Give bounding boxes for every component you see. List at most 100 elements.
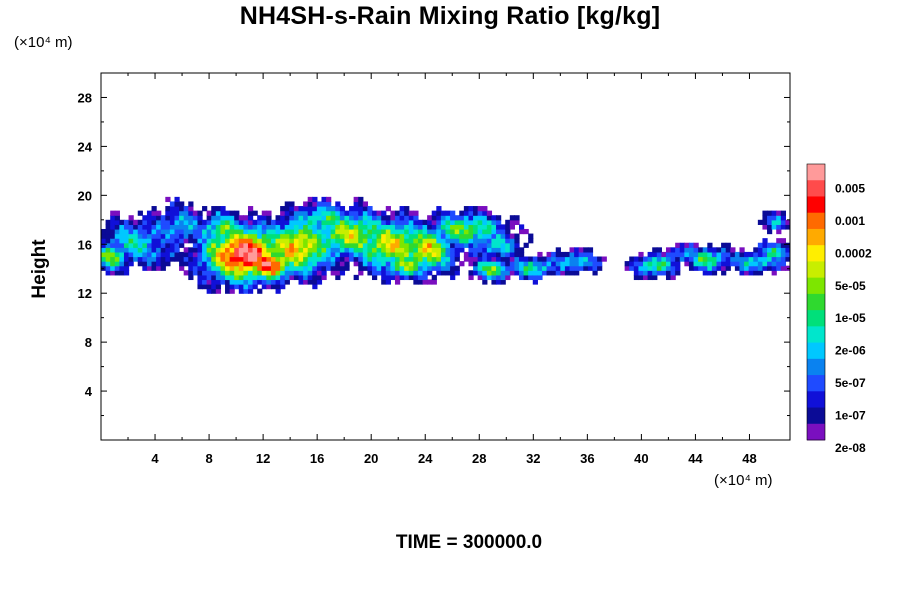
field-cell — [229, 265, 235, 271]
field-cell — [417, 219, 424, 225]
field-cell — [537, 256, 543, 262]
field-cell — [358, 251, 364, 258]
field-cell — [491, 261, 497, 267]
field-cell — [312, 238, 318, 244]
field-cell — [574, 261, 580, 267]
field-cell — [270, 238, 277, 244]
field-cell — [188, 233, 194, 239]
field-cell — [137, 228, 143, 235]
field-cell — [473, 210, 479, 216]
field-cell — [390, 274, 396, 281]
field-cell — [450, 224, 456, 230]
field-cell — [771, 215, 777, 221]
field-cell — [532, 279, 538, 285]
field-cell — [427, 270, 433, 276]
time-footer: TIME = 300000.0 — [395, 532, 543, 553]
field-cell — [362, 261, 369, 267]
field-cell — [583, 261, 589, 267]
field-cell — [744, 265, 750, 271]
field-cell — [270, 219, 277, 225]
field-cell — [280, 261, 286, 267]
field-cell — [509, 265, 515, 271]
field-cell — [372, 238, 378, 244]
field-cell — [119, 247, 125, 253]
field-cell — [174, 215, 180, 221]
field-cell — [312, 279, 318, 285]
field-cell — [179, 238, 185, 244]
field-cell — [247, 288, 254, 294]
field-cell — [353, 261, 359, 267]
field-cell — [252, 247, 258, 253]
field-cell — [394, 265, 401, 271]
field-cell — [587, 247, 594, 253]
field-cell — [569, 261, 575, 267]
field-cell — [192, 251, 199, 258]
field-cell — [730, 251, 736, 258]
field-cell — [358, 256, 364, 262]
field-cell — [192, 265, 199, 271]
field-cell — [261, 228, 267, 235]
field-cell — [583, 251, 589, 258]
x-tick-label: 48 — [742, 451, 756, 466]
field-cell — [417, 270, 424, 276]
y-tick-label: 24 — [78, 139, 93, 154]
field-cell — [381, 251, 387, 258]
field-cell — [445, 224, 451, 230]
field-cell — [780, 242, 787, 248]
field-cell — [454, 238, 460, 244]
field-cell — [757, 261, 764, 267]
field-cell — [183, 251, 189, 258]
field-cell — [169, 224, 176, 230]
field-cell — [633, 261, 640, 267]
field-cell — [394, 233, 401, 239]
field-cell — [385, 233, 391, 239]
field-cell — [174, 247, 180, 253]
field-cell — [551, 270, 557, 276]
field-cell — [257, 251, 263, 258]
field-cell — [376, 224, 382, 230]
field-cell — [569, 251, 575, 258]
field-cell — [307, 224, 313, 230]
field-cell — [413, 270, 419, 276]
field-cell — [197, 247, 203, 253]
field-cell — [509, 251, 515, 258]
field-cell — [381, 210, 387, 216]
field-cell — [385, 224, 391, 230]
field-cell — [105, 238, 111, 244]
field-cell — [574, 270, 580, 276]
field-cell — [169, 256, 176, 262]
y-tick-label: 8 — [85, 335, 92, 350]
field-cell — [110, 219, 116, 225]
field-cell — [463, 238, 470, 244]
field-cell — [307, 265, 313, 271]
field-cell — [229, 210, 235, 216]
field-cell — [496, 224, 502, 230]
field-cell — [247, 238, 254, 244]
field-cell — [243, 284, 249, 290]
field-cell — [298, 247, 304, 253]
field-cell — [413, 261, 419, 267]
field-cell — [422, 270, 428, 276]
field-cell — [372, 228, 378, 235]
field-cell — [707, 256, 713, 262]
field-cell — [560, 265, 566, 271]
field-cell — [560, 251, 566, 258]
field-cell — [215, 274, 222, 281]
field-cell — [211, 251, 217, 258]
field-cell — [643, 261, 649, 267]
field-cell — [206, 270, 212, 276]
field-cell — [541, 270, 548, 276]
field-cell — [431, 210, 437, 216]
field-cell — [128, 219, 134, 225]
field-cell — [780, 247, 787, 253]
field-cell — [142, 242, 148, 248]
field-cell — [358, 242, 364, 248]
field-cell — [349, 251, 355, 258]
field-cell — [785, 219, 790, 225]
field-cell — [477, 242, 483, 248]
field-cell — [293, 242, 300, 248]
field-cell — [229, 279, 235, 285]
field-cell — [284, 238, 290, 244]
field-cell — [353, 251, 359, 258]
field-cell — [321, 228, 327, 235]
